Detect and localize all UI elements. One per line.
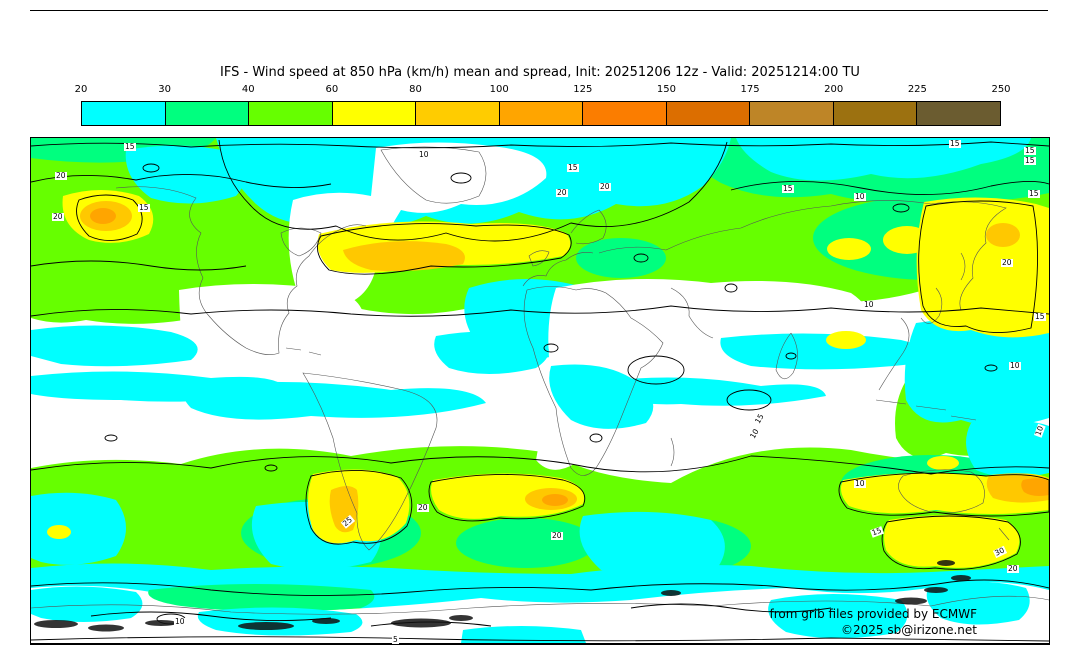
colorbar-segment-200-225 xyxy=(833,102,918,125)
spread-contours xyxy=(31,139,1049,642)
attribution: from grib files provided by ECMWF ©2025 … xyxy=(769,606,977,638)
colorbar-tick-20: 20 xyxy=(74,84,88,95)
colorbar: 20 30 40 60 80 100 125 150 175 200 225 250 xyxy=(75,84,1011,129)
colorbar-tick-100: 100 xyxy=(489,84,509,95)
colorbar-scale xyxy=(81,101,1001,126)
stipple-marks xyxy=(34,560,971,632)
colorbar-tick-150: 150 xyxy=(656,84,676,95)
colorbar-tick-labels: 20 30 40 60 80 100 125 150 175 200 225 250 xyxy=(75,84,1011,99)
wind-speed-field xyxy=(31,138,1049,643)
colorbar-tick-200: 200 xyxy=(824,84,844,95)
colorbar-tick-30: 30 xyxy=(158,84,171,95)
top-rule xyxy=(30,10,1048,11)
weather-map: 15 15 15 15 20 15 20 10 15 20 20 15 10 15 20 10 15 10 15 10… xyxy=(30,137,1050,645)
colorbar-segment-150-175 xyxy=(666,102,751,125)
page-title: IFS - Wind speed at 850 hPa (km/h) mean … xyxy=(220,65,860,80)
colorbar-tick-80: 80 xyxy=(409,84,422,95)
coastlines xyxy=(31,146,1049,615)
colorbar-tick-225: 225 xyxy=(907,84,927,95)
colorbar-tick-40: 40 xyxy=(241,84,255,95)
colorbar-segment-20-30 xyxy=(82,102,166,125)
colorbar-tick-60: 60 xyxy=(325,84,339,95)
colorbar-segment-60-80 xyxy=(332,102,417,125)
shading-jet-cores xyxy=(47,190,1049,568)
colorbar-segment-175-200 xyxy=(750,102,834,125)
attribution-copyright: ©2025 sb@irizone.net xyxy=(841,623,977,637)
colorbar-segment-80-100 xyxy=(416,102,500,125)
colorbar-segment-30-40 xyxy=(165,102,250,125)
colorbar-tick-250: 250 xyxy=(991,84,1011,95)
colorbar-segment-40-60 xyxy=(249,102,333,125)
colorbar-segment-125-150 xyxy=(583,102,667,125)
colorbar-tick-125: 125 xyxy=(573,84,593,95)
colorbar-tick-175: 175 xyxy=(740,84,760,95)
colorbar-segment-225-250 xyxy=(917,102,1001,125)
colorbar-segment-100-125 xyxy=(499,102,584,125)
attribution-source: from grib files provided by ECMWF xyxy=(769,607,977,621)
